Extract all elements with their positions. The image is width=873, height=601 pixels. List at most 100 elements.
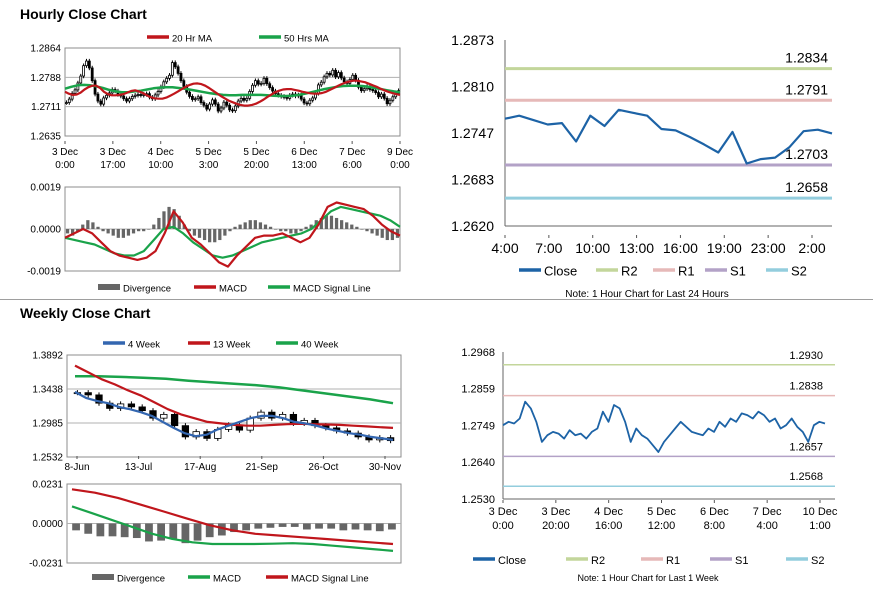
- hourly-divergence-bar: [324, 215, 329, 229]
- hourly-price-candle: [196, 96, 200, 100]
- hourly-divergence-bar: [294, 229, 298, 234]
- weekly-pivot-ytick-label: 1.2968: [461, 347, 495, 359]
- weekly-macd-ytick-label: 0.0231: [32, 480, 63, 491]
- weekly-divergence-bar: [84, 523, 93, 534]
- hourly-divergence-bar: [81, 224, 85, 229]
- legend-weekly-divergence-swatch: [92, 574, 114, 580]
- hourly-price-ytick-label: 1.2635: [30, 132, 61, 143]
- hourly-price-candle: [225, 101, 229, 106]
- weekly-price-candle: [170, 413, 179, 427]
- hourly-divergence-bar: [238, 224, 242, 229]
- hourly-price-candle: [322, 76, 326, 83]
- hourly-price-xtick-label: 3 Dec: [52, 147, 78, 158]
- section-divider: [0, 299, 873, 300]
- hourly-divergence-bar: [263, 224, 268, 229]
- weekly-divergence-bar: [72, 523, 80, 531]
- weekly-pivot-xtick-label: 4:00: [756, 520, 777, 532]
- hourly-divergence-bar: [187, 229, 191, 232]
- hourly-price-xtick-label: 5 Dec: [196, 147, 222, 158]
- hourly-divergence-bar: [289, 229, 293, 234]
- hourly-divergence-bar: [319, 217, 323, 229]
- hourly-divergence-bar: [329, 215, 334, 229]
- weekly-divergence-bar: [266, 523, 275, 528]
- weekly-pivot-ytick-label: 1.2749: [461, 420, 495, 432]
- hourly-divergence-bar: [355, 226, 359, 229]
- legend-weekly-pivot-close-label: Close: [498, 555, 526, 567]
- legend-hourly-pivot-r2-label: R2: [621, 264, 638, 279]
- hourly-price-candle: [213, 99, 217, 105]
- hourly-price-xtick-label: 4 Dec: [148, 147, 174, 158]
- hourly-price-xtick-label: 13:00: [292, 160, 317, 171]
- hourly-divergence-bar: [370, 229, 374, 234]
- hourly-divergence-bar: [197, 229, 202, 238]
- weekly-divergence-bar: [351, 523, 360, 530]
- legend-weekly-pivot-r2-label: R2: [591, 555, 605, 567]
- legend-4-week-label: 4 Week: [128, 339, 160, 350]
- hourly-divergence-bar: [96, 226, 100, 229]
- weekly-pivot-r1-label: 1.2838: [789, 381, 823, 393]
- hourly-price-candle: [379, 93, 383, 98]
- hourly-price-candle: [342, 77, 346, 83]
- hourly-divergence-bar: [299, 229, 303, 232]
- hourly-divergence-bar: [65, 229, 70, 234]
- hourly-price-candle: [231, 109, 234, 112]
- hourly-price-candle: [99, 100, 103, 105]
- weekly-pivot-xtick-label: 4 Dec: [594, 506, 623, 518]
- hourly-price-candle: [302, 98, 306, 104]
- weekly-price-xtick-label: 21-Sep: [246, 462, 279, 473]
- hourly-price-candle: [122, 95, 126, 100]
- weekly-pivot-xtick-label: 3 Dec: [489, 506, 518, 518]
- hourly-price-xtick-label: 20:00: [244, 160, 269, 171]
- hourly-price-candle: [233, 105, 237, 112]
- hourly-price-candle: [216, 103, 220, 112]
- weekly-divergence-bar: [363, 523, 372, 531]
- hourly-divergence-bar: [223, 229, 227, 236]
- weekly-divergence-bar: [205, 523, 214, 538]
- weekly-divergence-bar: [327, 523, 336, 529]
- hourly-divergence-bar: [101, 229, 105, 232]
- hourly-macd-ytick-label: 0.0000: [30, 225, 61, 236]
- hourly-divergence-bar: [365, 229, 369, 232]
- hourly-price-candle: [311, 97, 315, 101]
- weekly-pivot-xtick-label: 3 Dec: [541, 506, 570, 518]
- hourly-price-candle: [85, 60, 88, 67]
- hourly-price-candle: [239, 97, 243, 102]
- hourly-pivot-r1-label: 1.2791: [785, 81, 828, 97]
- hourly-price-candle: [65, 102, 68, 104]
- hourly-divergence-bar: [279, 229, 283, 232]
- hourly-divergence-bar: [380, 229, 384, 238]
- hourly-price-ytick-label: 1.2864: [30, 44, 61, 55]
- weekly-price-ytick-label: 1.2985: [32, 419, 63, 430]
- weekly-divergence-bar: [339, 523, 348, 531]
- hourly-divergence-bar: [360, 229, 364, 230]
- hourly-price-candle: [188, 91, 191, 97]
- hourly-price-xtick-label: 6:00: [342, 160, 362, 171]
- weekly-pivot-xtick-label: 20:00: [542, 520, 570, 532]
- hourly-price-candle: [130, 96, 134, 100]
- weekly-divergence-bar: [181, 523, 190, 544]
- weekly-pivot-xtick-label: 6 Dec: [700, 506, 729, 518]
- legend-hourly-macd-label: MACD: [219, 283, 247, 294]
- weekly-divergence-bar: [157, 523, 165, 541]
- hourly-pivot-s1-label: 1.2703: [785, 146, 828, 162]
- hourly-divergence-bar: [334, 217, 339, 229]
- legend-hourly-macd-signal-label: MACD Signal Line: [293, 283, 371, 294]
- hourly-divergence-bar: [208, 229, 212, 243]
- hourly-price-candle: [70, 92, 74, 100]
- hourly-divergence-bar: [248, 220, 252, 229]
- hourly-price-xtick-label: 17:00: [100, 160, 125, 171]
- hourly-pivot-xtick-label: 2:00: [798, 240, 825, 256]
- weekly-divergence-bar: [303, 523, 311, 530]
- legend-40-week-label: 40 Week: [301, 339, 339, 350]
- hourly-price-candle: [242, 97, 246, 101]
- hourly-divergence-bar: [106, 229, 110, 234]
- weekly-macd-ytick-label: -0.0231: [29, 559, 63, 570]
- hourly-price-candle: [67, 98, 71, 103]
- legend-weekly-macd-label: MACD: [213, 573, 241, 584]
- hourly-price-candle: [208, 103, 211, 110]
- hourly-price-candle: [179, 72, 183, 82]
- hourly-price-xtick-label: 10:00: [148, 160, 173, 171]
- weekly-price-xtick-label: 30-Nov: [369, 462, 401, 473]
- legend-weekly-divergence-label: Divergence: [117, 573, 165, 584]
